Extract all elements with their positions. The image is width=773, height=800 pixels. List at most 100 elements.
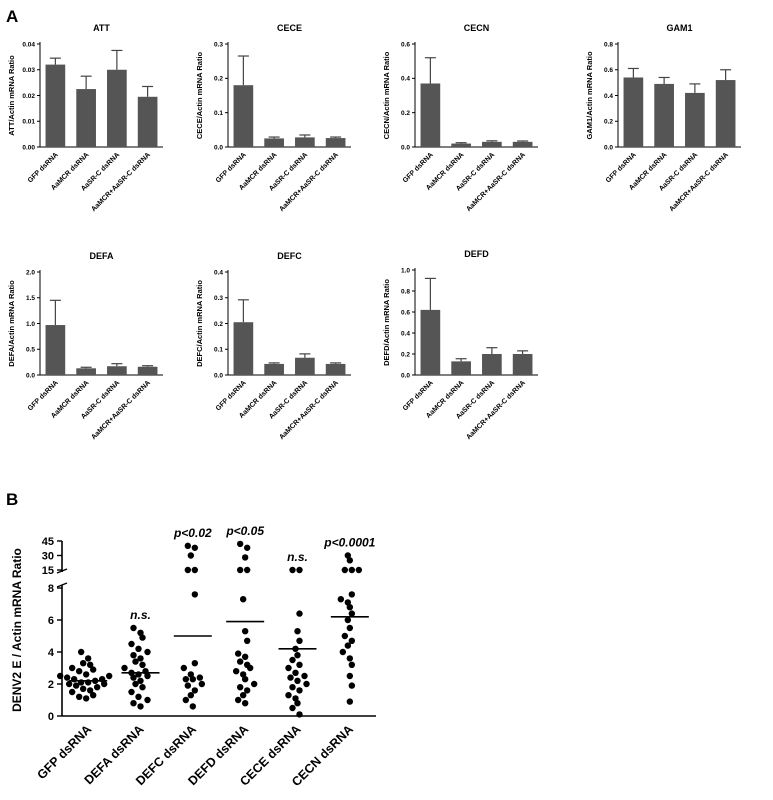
data-point: [198, 680, 206, 688]
data-point: [337, 596, 345, 603]
bar-chart-defc: DEFC DEFC/Actin mRNA Ratio 0.0 0.1 0.2 0.3 0.4…: [195, 251, 351, 441]
data-point: [187, 692, 195, 699]
y-tick-label: 0.5: [26, 347, 35, 354]
data-point: [187, 671, 195, 678]
data-point: [130, 674, 137, 681]
data-point: [346, 604, 354, 611]
data-point: [296, 566, 303, 574]
data-point: [93, 684, 101, 691]
data-point: [294, 677, 301, 684]
data-point: [137, 677, 144, 684]
data-point: [184, 682, 192, 689]
y-tick-label: 0.0: [604, 144, 613, 151]
significance-label: p<0.0001: [323, 536, 375, 550]
y-tick-label: 0.0: [401, 372, 410, 379]
chart-title: GAM1: [666, 23, 692, 33]
data-point: [232, 668, 240, 675]
y-tick-label: 0.1: [214, 110, 223, 117]
data-point: [236, 684, 244, 691]
data-point: [68, 688, 76, 696]
data-point: [346, 557, 354, 564]
data-point: [128, 688, 135, 696]
data-point: [348, 591, 356, 598]
data-point: [144, 672, 151, 680]
y-tick-label: 1.5: [26, 295, 35, 302]
y-tick-label: 0.0: [214, 144, 223, 151]
data-point: [296, 637, 303, 644]
significance-label: n.s.: [130, 608, 151, 622]
x-category-label: AaMCR+AaSR-C dsRNA: [90, 151, 152, 213]
y-tick-label: 0.2: [604, 119, 613, 126]
data-point: [68, 664, 76, 672]
bar: [512, 354, 533, 375]
data-point: [348, 566, 356, 574]
y-tick-label: 0.2: [401, 110, 410, 117]
data-point: [72, 682, 80, 689]
data-point: [296, 610, 303, 617]
data-point: [139, 661, 146, 668]
data-point: [289, 656, 296, 664]
data-point: [65, 680, 73, 688]
data-point: [234, 650, 242, 657]
data-point: [137, 655, 144, 662]
bar: [264, 138, 284, 147]
bar: [137, 96, 158, 147]
y-tick-label: 0.0: [214, 372, 223, 379]
data-point: [191, 687, 199, 694]
data-point: [105, 672, 113, 680]
data-point: [344, 599, 352, 606]
bar: [325, 363, 346, 375]
data-point: [346, 655, 354, 662]
y-tick-label: 6: [48, 615, 54, 627]
data-point: [239, 596, 247, 603]
data-point: [144, 696, 151, 704]
data-point: [289, 684, 296, 691]
data-point: [344, 642, 352, 649]
bar: [45, 325, 66, 375]
bar-chart-cece: CECE CECE/Actin mRNA Ratio 0.0 0.1 0.2 0.3 GFP…: [195, 23, 351, 213]
y-tick-label: 1.0: [401, 267, 410, 274]
y-tick-label: 0: [48, 711, 54, 723]
data-point: [84, 655, 92, 662]
data-point: [296, 661, 303, 668]
x-category-label: GFP dsRNA: [605, 151, 638, 184]
y-tick-label: 0.0: [26, 372, 35, 379]
x-category-label: GFP dsRNA: [402, 379, 435, 412]
y-tick-label: 0.00: [22, 144, 35, 151]
data-point: [187, 552, 195, 559]
bar: [654, 83, 674, 147]
data-point: [137, 703, 144, 710]
y-tick-label: 15: [42, 565, 54, 577]
data-point: [243, 637, 251, 644]
data-point: [241, 700, 249, 707]
y-tick-label: 0.02: [22, 93, 35, 100]
data-point: [241, 653, 249, 660]
bar: [107, 69, 127, 147]
y-tick-label: 0.3: [214, 41, 223, 48]
y-tick-label: 0.6: [604, 67, 613, 74]
y-tick-label: 0.04: [22, 41, 35, 48]
y-tick-label: 0.1: [214, 347, 223, 354]
data-point: [348, 682, 356, 689]
data-point: [144, 648, 151, 656]
x-category-label: AaMCR+AaSR-C dsRNA: [90, 379, 152, 441]
data-point: [86, 687, 94, 694]
data-point: [339, 648, 347, 656]
data-point: [135, 645, 142, 652]
x-category-label: GFP dsRNA: [27, 151, 60, 184]
bar: [512, 141, 533, 147]
data-point: [241, 628, 249, 635]
y-tick-label: 0.8: [604, 41, 613, 48]
data-point: [184, 566, 192, 574]
data-point: [344, 616, 352, 624]
y-axis-label: DEFC/Actin mRNA Ratio: [195, 280, 204, 367]
x-category-label: GFP dsRNA: [215, 379, 248, 412]
bar: [295, 357, 315, 375]
y-tick-label: 1.0: [26, 321, 35, 328]
x-category-label: AaMCR+AaSR-C dsRNA: [465, 151, 527, 213]
y-tick-label: 0.2: [401, 351, 410, 358]
scatter-chart-denv2: DENV2 E / Actin mRNA Ratio02468153045GFP…: [10, 524, 376, 789]
bar: [76, 368, 96, 375]
x-category-label: GFP dsRNA: [215, 151, 248, 184]
data-point: [79, 685, 87, 692]
